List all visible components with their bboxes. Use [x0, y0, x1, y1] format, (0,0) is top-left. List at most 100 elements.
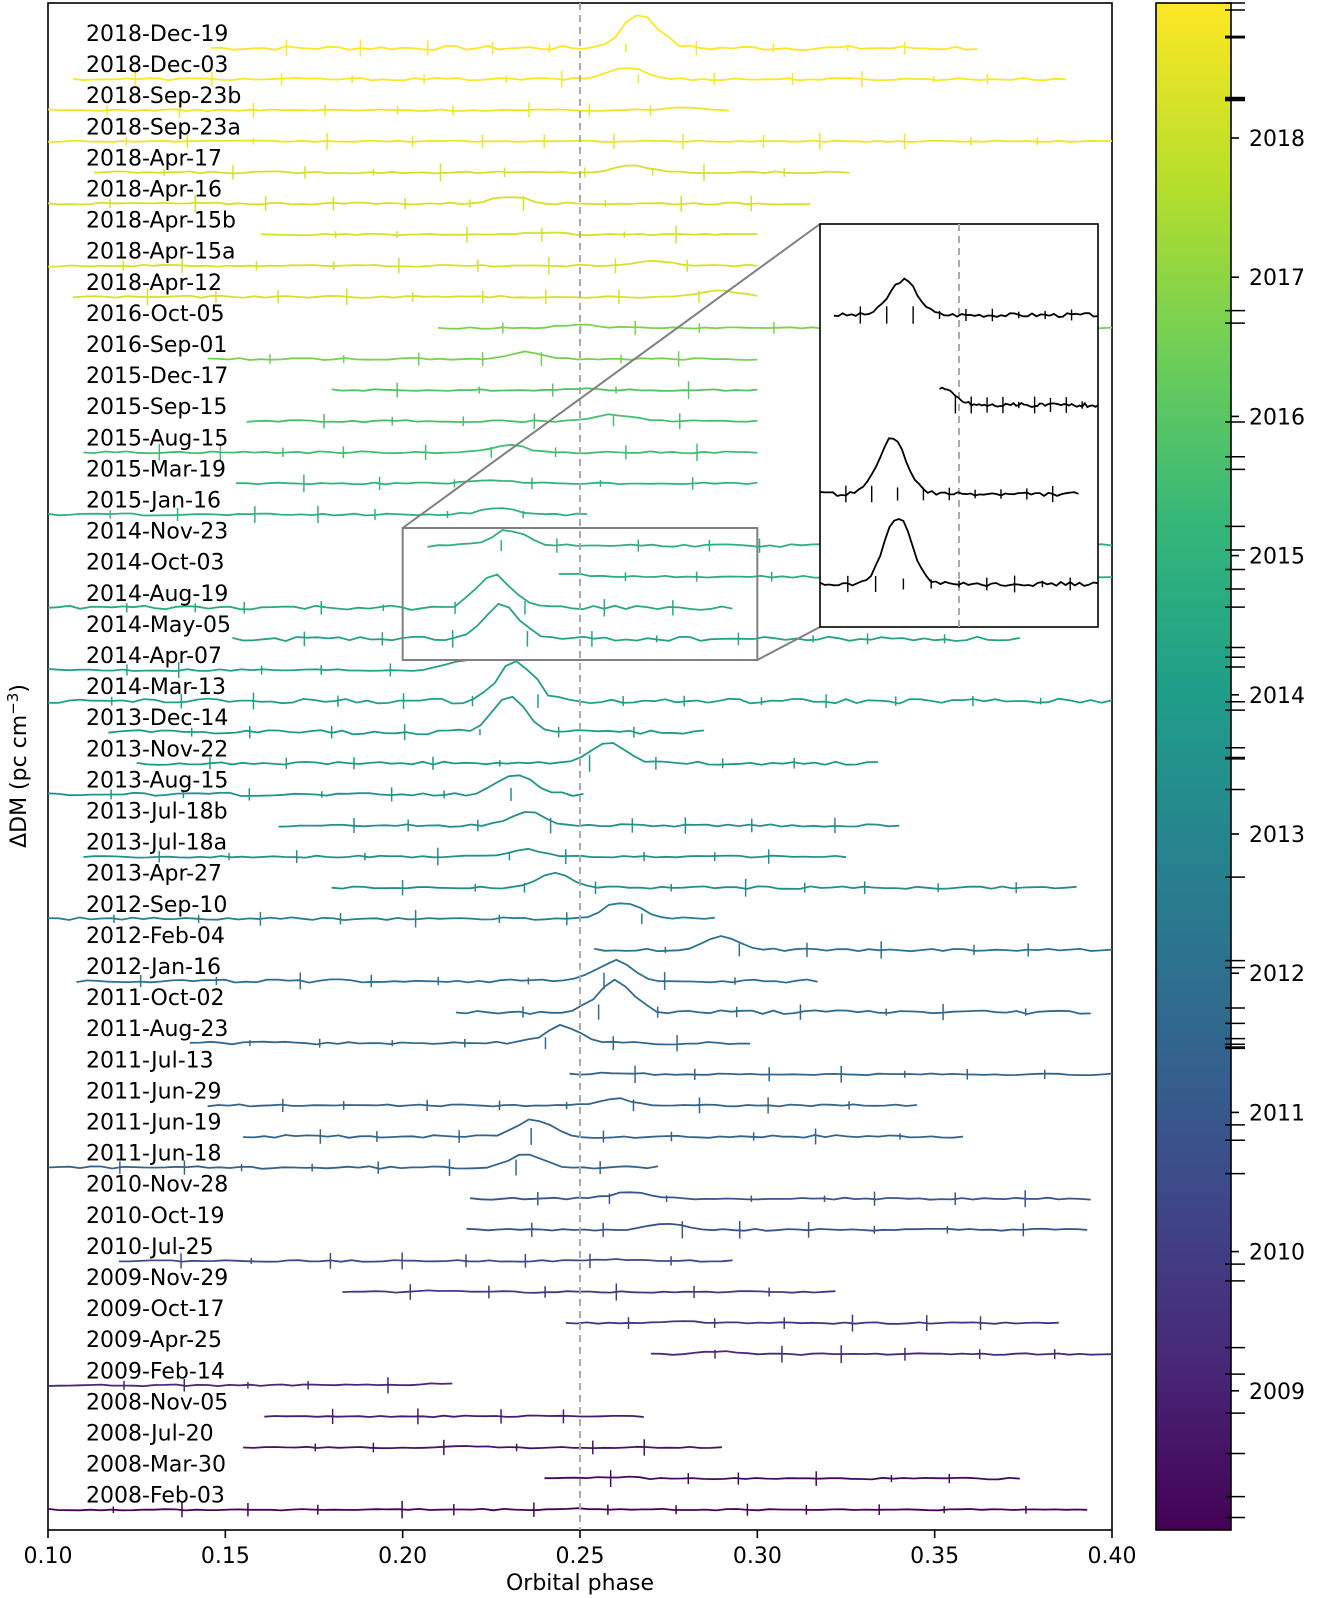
series-line: [136, 742, 878, 766]
colorbar-tick-label: 2015: [1249, 545, 1305, 570]
series-line: [72, 67, 1066, 82]
epoch-label: 2012-Sep-10: [86, 893, 227, 918]
epoch-label: 2014-Aug-19: [86, 582, 228, 607]
x-tick-label: 0.35: [910, 1544, 959, 1569]
epoch-label: 2012-Jan-16: [86, 955, 221, 980]
colorbar-tick-label: 2011: [1249, 1101, 1305, 1126]
series-line: [47, 1153, 659, 1170]
epoch-label: 2018-Dec-03: [86, 53, 228, 78]
zoom-connector-line: [756, 626, 821, 661]
epoch-label: 2010-Jul-25: [86, 1235, 214, 1260]
series-line: [331, 387, 758, 392]
x-tick-label: 0.20: [378, 1544, 427, 1569]
series-line: [236, 479, 758, 486]
epoch-label: 2015-Jan-16: [86, 489, 221, 514]
epoch-label: 2014-Mar-13: [86, 675, 226, 700]
epoch-label: 2012-Feb-04: [86, 924, 225, 949]
epoch-label: 2009-Oct-17: [86, 1297, 225, 1322]
epoch-label: 2011-Oct-02: [86, 986, 225, 1011]
series-line: [466, 1222, 1088, 1232]
series-line: [211, 14, 978, 51]
series-line: [94, 164, 850, 175]
series-line: [455, 978, 1091, 1015]
series-line: [232, 602, 1020, 643]
epoch-label: 2018-Sep-23b: [86, 84, 241, 109]
series-line: [72, 289, 758, 299]
series-line: [108, 695, 705, 736]
epoch-label: 2016-Oct-05: [86, 302, 225, 327]
epoch-label: 2013-Nov-22: [86, 737, 228, 762]
zoom-connector-line: [402, 223, 821, 529]
epoch-label: 2014-May-05: [86, 613, 231, 638]
epoch-label: 2013-Jul-18a: [86, 831, 227, 856]
series-line: [83, 847, 847, 859]
y-axis-title-superscript: −3: [4, 693, 22, 715]
series-line: [47, 774, 584, 797]
epoch-label: 2008-Jul-20: [86, 1422, 214, 1447]
epoch-label: 2015-Sep-15: [86, 395, 227, 420]
y-axis-title: ΔDM (pc cm−3): [4, 684, 32, 848]
series-line: [47, 196, 811, 206]
epoch-label: 2016-Sep-01: [86, 333, 227, 358]
epoch-label: 2008-Mar-30: [86, 1453, 226, 1478]
epoch-label: 2013-Dec-14: [86, 706, 228, 731]
colorbar-tick-label: 2016: [1249, 405, 1305, 430]
series-line: [544, 1475, 1020, 1481]
colorbar-tick-label: 2017: [1249, 266, 1305, 291]
series-line: [650, 1350, 1113, 1356]
epoch-label: 2011-Jun-19: [86, 1111, 221, 1136]
epoch-label: 2018-Sep-23a: [86, 115, 241, 140]
colorbar-tick-label: 2013: [1249, 823, 1305, 848]
epoch-label: 2018-Apr-16: [86, 178, 222, 203]
epoch-label: 2013-Aug-15: [86, 768, 228, 793]
epoch-label: 2013-Jul-18b: [86, 800, 228, 825]
series-line: [47, 902, 715, 922]
series-line: [83, 443, 758, 455]
colorbar-tick-label: 2014: [1249, 684, 1305, 709]
epoch-label: 2018-Apr-15a: [86, 240, 236, 265]
epoch-label: 2011-Aug-23: [86, 1017, 228, 1042]
x-axis: 0.10 0.15 0.20 0.25 0.30 0.35 0.40: [24, 1530, 1136, 1569]
epoch-label: 2011-Jul-13: [86, 1048, 214, 1073]
y-axis-title-suffix: ): [7, 684, 32, 693]
series-line: [207, 1097, 917, 1108]
colorbar-tick-label: 2009: [1249, 1380, 1305, 1405]
series-line: [260, 231, 758, 237]
series-line: [278, 811, 900, 828]
series-line: [47, 259, 758, 268]
epoch-label: 2015-Dec-17: [86, 364, 228, 389]
y-axis-title-main: ΔDM (pc cm: [7, 715, 32, 848]
epoch-label: 2010-Oct-19: [86, 1204, 225, 1229]
series-line: [470, 1191, 1091, 1201]
epoch-label: 2008-Feb-03: [86, 1484, 225, 1509]
epoch-label: 2014-Apr-07: [86, 644, 222, 669]
x-tick-label: 0.30: [733, 1544, 782, 1569]
series-line: [246, 413, 758, 424]
colorbar-tick-label: 2012: [1249, 962, 1305, 987]
series-line: [243, 1445, 722, 1450]
epoch-label: 2010-Nov-28: [86, 1173, 228, 1198]
series-line: [47, 659, 467, 672]
epoch-label: 2014-Nov-23: [86, 520, 228, 545]
series-layer: [47, 14, 1113, 1519]
zoom-connectors: [401, 223, 821, 661]
x-tick-label: 0.15: [201, 1544, 250, 1569]
epoch-label: 2015-Mar-19: [86, 457, 226, 482]
epoch-label: 2018-Dec-19: [86, 22, 228, 47]
series-line: [331, 871, 1077, 890]
colorbar-tick-label: 2010: [1249, 1241, 1305, 1266]
epoch-label: 2013-Apr-27: [86, 862, 222, 887]
epoch-label: 2018-Apr-17: [86, 146, 222, 171]
series-line: [594, 935, 1113, 953]
series-line: [342, 1289, 836, 1294]
colorbar-tick-label: 2018: [1249, 127, 1305, 152]
epoch-label: 2018-Apr-12: [86, 271, 222, 296]
series-line: [118, 1258, 733, 1263]
series-line: [47, 1507, 1088, 1512]
series-line: [47, 1382, 453, 1388]
x-axis-title: Orbital phase: [506, 1571, 654, 1596]
epoch-label-layer: 2018-Dec-19 2018-Dec-03 2018-Sep-23b 2018-S…: [86, 22, 241, 1509]
series-line: [76, 958, 818, 984]
zoom-box: [401, 527, 759, 661]
epoch-label: 2009-Nov-29: [86, 1266, 228, 1291]
